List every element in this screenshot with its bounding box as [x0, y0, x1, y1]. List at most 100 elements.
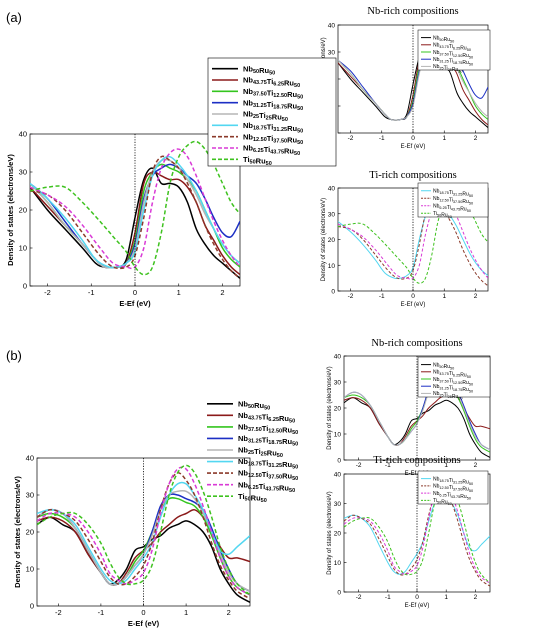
- legend-label: Nb50Ru50: [433, 35, 454, 43]
- y-tick-label: 0: [23, 282, 27, 291]
- y-tick-label: 0: [331, 289, 335, 296]
- y-tick-label: 30: [26, 491, 34, 500]
- series-line: [37, 472, 250, 600]
- legend-box: [417, 470, 489, 505]
- legend-label: Ti50Ru50: [433, 211, 452, 219]
- x-axis-label: E-Ef (eV): [401, 302, 426, 308]
- y-tick-label: 10: [334, 432, 342, 439]
- x-tick-label: 2: [220, 288, 224, 297]
- series-group: [37, 464, 250, 603]
- legend-label: Ti50Ru50: [238, 492, 267, 504]
- x-tick-label: -1: [98, 608, 105, 617]
- legend-box: [417, 29, 491, 71]
- legend-label: Nb12.50Ti37.50Ru50: [433, 196, 473, 206]
- x-tick-label: 2: [474, 594, 478, 601]
- legend-label: Nb31.25Ti18.75Ru50: [243, 98, 303, 112]
- legend-label: Nb18.75Ti31.25Ru50: [433, 189, 473, 199]
- x-tick-label: -2: [55, 608, 62, 617]
- series-line: [344, 479, 490, 584]
- x-tick-label: 2: [227, 608, 231, 617]
- series-line: [30, 167, 240, 279]
- legend-label: Nb37.50Ti12.50Ru50: [433, 377, 473, 387]
- y-tick-label: 10: [19, 244, 27, 253]
- chart-title: Ti-rich compositions: [373, 455, 460, 466]
- legend-label: Nb18.75Ti31.25Ru50: [238, 457, 298, 471]
- legend-label: Nb18.75Ti31.25Ru50: [433, 476, 473, 486]
- legend-label: Nb6.25Ti43.75Ru50: [433, 204, 471, 214]
- legend-label: Nb6.25Ti43.75Ru50: [238, 480, 295, 494]
- x-tick-label: -2: [348, 293, 354, 300]
- y-tick-label: 20: [19, 206, 27, 215]
- series-group: [344, 378, 490, 458]
- series-line: [344, 485, 490, 587]
- y-tick-label: 10: [26, 565, 34, 574]
- series-group: [344, 479, 490, 587]
- legend-a-main: Nb50Ru50Nb43.75Ti6.25Ru50Nb37.50Ti12.50R…: [207, 57, 337, 167]
- legend-b-nb: Nb50Ru50Nb43.75Ti6.25Ru50Nb37.50Ti12.50R…: [417, 356, 491, 401]
- x-tick-label: 0: [411, 293, 415, 300]
- legend-label: Nb50Ru50: [238, 399, 270, 411]
- legend-label: Nb37.50Ti12.50Ru50: [243, 87, 303, 101]
- x-tick-label: -1: [385, 594, 391, 601]
- chart-title: Ti-rich compositions: [369, 170, 456, 181]
- y-tick-label: 10: [328, 263, 336, 270]
- x-tick-label: 1: [444, 462, 448, 469]
- legend-label: Nb43.75Ti6.25Ru50: [238, 411, 295, 425]
- x-tick-label: 1: [442, 135, 446, 142]
- x-tick-label: 1: [444, 594, 448, 601]
- panel-b-label: (b): [6, 348, 22, 363]
- series-line: [338, 197, 488, 280]
- legend-label: Nb50Ru50: [433, 362, 454, 370]
- x-tick-label: -1: [379, 135, 385, 142]
- x-tick-label: -1: [385, 462, 391, 469]
- y-axis-label: Density of states (electrons/eV): [6, 154, 15, 266]
- y-tick-label: 40: [19, 130, 27, 139]
- y-tick-label: 30: [334, 380, 342, 387]
- legend-label: Nb25Ti25Ru50: [433, 64, 463, 74]
- series-group: [30, 140, 240, 279]
- x-axis-label: E-Ef (eV): [401, 144, 426, 150]
- x-tick-label: 0: [411, 135, 415, 142]
- series-line: [338, 192, 488, 284]
- y-axis-label: Density of states (electrons/eV): [327, 366, 333, 449]
- x-tick-label: -2: [348, 135, 354, 142]
- legend-label: Nb37.50Ti12.50Ru50: [238, 422, 298, 436]
- series-line: [344, 378, 490, 451]
- x-tick-label: 2: [474, 135, 478, 142]
- legend-a-ti: Nb18.75Ti31.25Ru50Nb12.50Ti37.50Ru50Nb6.…: [417, 182, 489, 219]
- legend-label: Nb50Ru50: [243, 64, 275, 76]
- series-line: [30, 155, 240, 279]
- x-axis-label: E-Ef (eV): [128, 619, 160, 628]
- y-tick-label: 20: [334, 406, 342, 413]
- x-tick-label: -1: [379, 293, 385, 300]
- y-tick-label: 0: [30, 602, 34, 611]
- series-line: [30, 155, 240, 269]
- legend-b-ti: Nb18.75Ti31.25Ru50Nb12.50Ti37.50Ru50Nb6.…: [417, 470, 489, 506]
- y-tick-label: 30: [328, 211, 336, 218]
- series-line: [37, 464, 250, 596]
- legend-label: Nb31.25Ti18.75Ru50: [433, 384, 473, 394]
- y-tick-label: 30: [19, 168, 27, 177]
- y-tick-label: 40: [328, 186, 336, 193]
- x-tick-label: 1: [184, 608, 188, 617]
- y-tick-label: 40: [334, 472, 342, 479]
- y-tick-label: 40: [26, 454, 34, 463]
- legend-label: Nb12.50Ti37.50Ru50: [238, 469, 298, 483]
- legend-label: Nb43.75Ti6.25Ru50: [243, 76, 300, 90]
- series-line: [344, 480, 490, 584]
- x-tick-label: 0: [415, 462, 419, 469]
- y-tick-label: 10: [334, 560, 342, 567]
- legend-label: Nb18.75Ti31.25Ru50: [243, 121, 303, 135]
- series-line: [30, 148, 240, 270]
- legend-b-main: Nb50Ru50Nb43.75Ti6.25Ru50Nb37.50Ti12.50R…: [207, 399, 298, 504]
- y-tick-label: 40: [334, 354, 342, 361]
- x-tick-label: -1: [88, 288, 95, 297]
- y-axis-label: Density of states (electrons/eV): [321, 198, 327, 281]
- chart-title: Nb-rich compositions: [371, 338, 462, 349]
- legend-a-nb: Nb50Ru50Nb43.75Ti6.25Ru50Nb37.50Ti12.50R…: [417, 29, 491, 74]
- legend-label: Nb6.25Ti43.75Ru50: [243, 144, 300, 158]
